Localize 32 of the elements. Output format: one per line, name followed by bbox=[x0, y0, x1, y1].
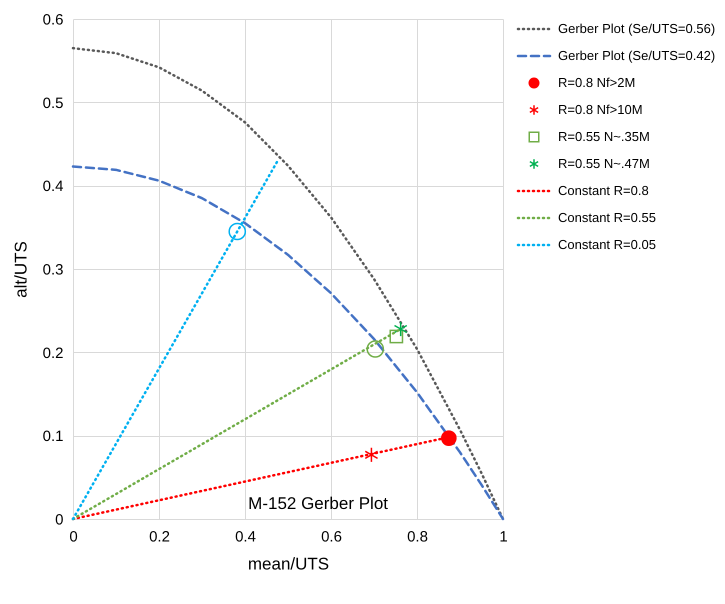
point bbox=[394, 321, 408, 337]
y-tick-label: 0.5 bbox=[42, 94, 64, 112]
x-axis-title: mean/UTS bbox=[248, 554, 330, 574]
point bbox=[228, 222, 246, 240]
x-tick-label: 1 bbox=[499, 528, 508, 546]
y-tick-label: 0.6 bbox=[42, 12, 64, 28]
x-tick-label: 0.4 bbox=[235, 528, 256, 546]
legend-label: Constant R=0.05 bbox=[558, 237, 656, 252]
legend-label: R=0.55 N~.35M bbox=[558, 129, 650, 144]
y-tick-label: 0.4 bbox=[42, 178, 64, 196]
legend-label: Gerber Plot (Se/UTS=0.42) bbox=[558, 48, 716, 63]
text: M-152 Gerber Plot bbox=[248, 494, 388, 513]
x-tick-label: 0 bbox=[69, 528, 78, 546]
y-tick-label: 0.1 bbox=[42, 428, 64, 446]
point bbox=[366, 340, 384, 358]
y-tick-label: 0 bbox=[55, 512, 64, 528]
x-tick-label: 0.2 bbox=[149, 528, 170, 546]
legend-label: R=0.8 Nf>2M bbox=[558, 75, 636, 90]
legend-label: R=0.8 Nf>10M bbox=[558, 102, 643, 117]
y-tick-label: 0.3 bbox=[42, 262, 64, 278]
legend-label: Constant R=0.8 bbox=[558, 183, 649, 198]
legend-label: Gerber Plot (Se/UTS=0.56) bbox=[558, 21, 716, 36]
x-tick-label: 0.6 bbox=[321, 528, 342, 546]
point bbox=[389, 330, 404, 344]
y-axis-title: alt/UTS bbox=[12, 241, 31, 298]
legend-label: Constant R=0.55 bbox=[558, 210, 656, 225]
line-series bbox=[72, 165, 504, 520]
x-tick-label: 0.8 bbox=[407, 528, 428, 546]
legend-label: R=0.55 N~.47M bbox=[558, 156, 650, 171]
line-series bbox=[72, 46, 504, 520]
point bbox=[364, 447, 378, 463]
y-tick-label: 0.2 bbox=[42, 344, 64, 362]
